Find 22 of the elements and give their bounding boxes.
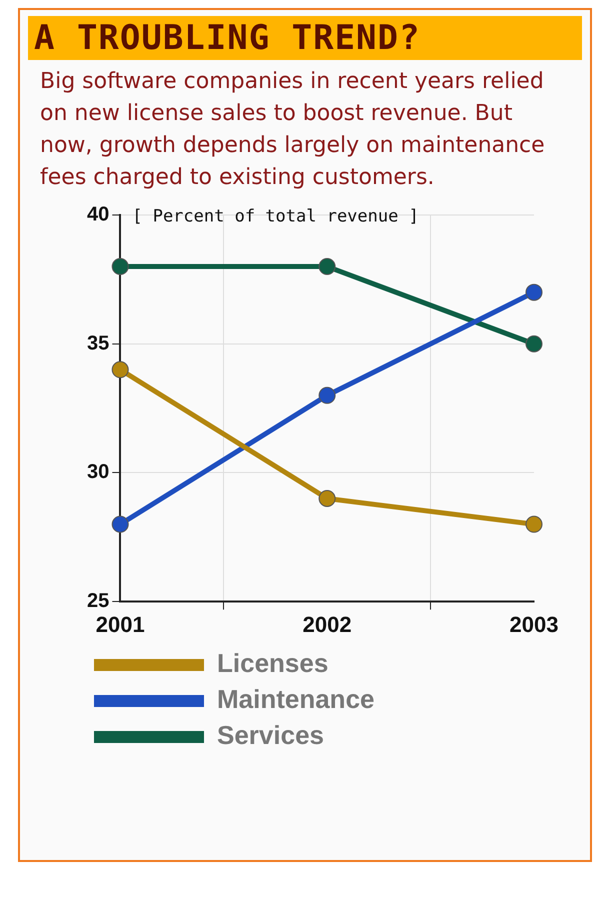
legend-label: Services [217,720,324,750]
point [318,386,336,404]
point [526,516,542,533]
chart-title: A TROUBLING TREND? [28,16,582,60]
y-tick-label: 35 [86,332,110,354]
legend-label: Licenses [217,648,328,678]
point [112,516,129,533]
x-tick-label: 2002 [302,612,352,637]
x-tick-label: 2003 [510,612,558,637]
y-tick-label: 25 [86,590,110,612]
x-tick-label: 2001 [96,612,145,637]
y-axis-title: [ Percent of total revenue ] [132,206,419,226]
point [318,490,336,508]
point [526,284,542,301]
y-tick-label: 40 [86,204,110,226]
y-tick-label: 30 [86,461,110,484]
point [318,258,336,276]
point [526,335,542,352]
point [112,361,129,378]
chart-subtitle: Big software companies in recent years relied on new license sales to boost revenue. But now, growth depends largely on maintenance fees charged to existing customers. [40,68,546,192]
point [112,258,129,276]
legend-label: Maintenance [217,684,374,714]
